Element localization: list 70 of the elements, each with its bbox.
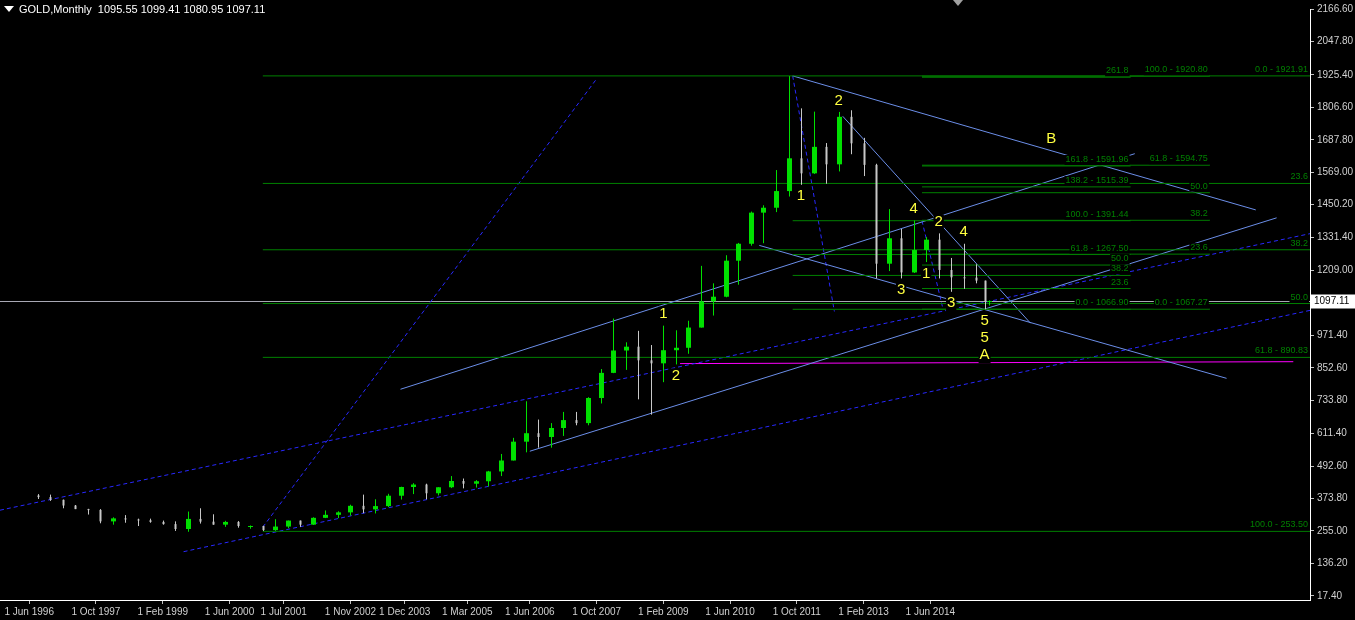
annotation: 5 [980, 310, 989, 328]
y-tick-label: 1687.80 [1317, 133, 1354, 145]
annotation: 3 [896, 280, 906, 298]
series-label: 100.0 - 1920.80 [1144, 64, 1208, 75]
y-tick-label: 852.60 [1317, 361, 1349, 373]
y-tick-label: 1925.40 [1317, 68, 1354, 80]
annotation: 2 [934, 212, 943, 230]
series-label: 261.8 [1106, 65, 1129, 76]
series-label: 100.0 - 1391.44 [1065, 208, 1129, 219]
y-tick-label: 2047.80 [1317, 35, 1354, 47]
series-label: 0.0 - 1921.91 [1254, 63, 1308, 74]
x-tick-label: 1 Jun 2010 [705, 605, 756, 617]
series-label: 61.8 - 1594.75 [1149, 153, 1208, 164]
series-label: 161.8 - 1591.96 [1065, 153, 1129, 164]
y-tick-label: 492.60 [1317, 459, 1349, 471]
annotation: 4 [909, 199, 918, 217]
x-tick-label: 1 Jul 2001 [260, 605, 308, 617]
x-tick-label: 1 Oct 2011 [772, 605, 822, 617]
series-label: 23.6 [1111, 276, 1129, 287]
x-tick-label: 1 Jun 2014 [905, 605, 956, 617]
x-tick-label: 1 Jun 2000 [204, 605, 255, 617]
y-tick-label: 971.40 [1317, 329, 1349, 341]
chart-title: GOLD,Monthly 1095.55 1099.41 1080.95 1097.11 [19, 3, 266, 15]
ref-line-label: 1097.11 [1314, 295, 1350, 307]
y-tick-label: 136.20 [1317, 557, 1349, 569]
annotation: 1 [922, 263, 931, 281]
annotation: A [979, 344, 990, 362]
series-label: 50.0 [1111, 253, 1129, 264]
annotation: 2 [834, 90, 843, 108]
y-tick-label: 1806.60 [1317, 101, 1354, 113]
annotation: 2 [671, 366, 681, 384]
x-tick-label: 1 Oct 1997 [71, 605, 121, 617]
y-tick-label: 1450.20 [1317, 198, 1354, 210]
series-label: 38.2 [1290, 237, 1308, 248]
y-tick-label: 255.00 [1317, 524, 1349, 536]
y-tick-label: 733.80 [1317, 393, 1349, 405]
series-label: 23.6 [1290, 171, 1308, 182]
series-label: 100.0 - 253.50 [1249, 519, 1308, 530]
series-label: 138.2 - 1515.39 [1065, 174, 1129, 185]
y-tick-label: 611.40 [1317, 427, 1348, 439]
series-label: 61.8 - 890.83 [1254, 345, 1308, 356]
x-tick-label: 1 Mar 2005 [441, 605, 493, 617]
x-tick-label: 1 Jun 1996 [4, 605, 55, 617]
x-tick-label: 1 Nov 2002 [324, 605, 377, 617]
series-label: 50.0 [1190, 180, 1208, 191]
y-tick-label: 17.40 [1317, 589, 1343, 601]
x-tick-label: 1 Dec 2003 [379, 605, 431, 617]
x-tick-label: 1 Oct 2007 [572, 605, 622, 617]
series-label: 50.0 [1290, 291, 1308, 302]
y-tick-label: 1209.00 [1317, 264, 1354, 276]
y-tick-label: 2166.60 [1317, 2, 1354, 14]
annotation: B [1046, 129, 1057, 147]
x-tick-label: 1 Feb 2013 [838, 605, 890, 617]
annotation: 5 [980, 327, 989, 345]
series-label: 23.6 [1190, 242, 1208, 253]
y-tick-label: 1331.40 [1317, 230, 1354, 242]
x-tick-label: 1 Feb 2009 [638, 605, 690, 617]
series-label: 0.0 - 1066.90 [1075, 297, 1129, 308]
annotation: 1 [659, 304, 668, 322]
series-label: 38.2 [1190, 208, 1208, 219]
series-label: 0.0 - 1067.27 [1154, 297, 1208, 308]
annotation: 3 [947, 293, 956, 311]
series-label: 38.2 [1111, 263, 1129, 274]
x-tick-label: 1 Jun 2006 [505, 605, 556, 617]
annotation: 4 [959, 222, 968, 240]
y-tick-label: 1569.00 [1317, 165, 1354, 177]
y-tick-label: 373.80 [1317, 492, 1349, 504]
x-tick-label: 1 Feb 1999 [137, 605, 189, 617]
annotation: 1 [796, 186, 806, 204]
series-label: 61.8 - 1267.50 [1070, 242, 1129, 253]
